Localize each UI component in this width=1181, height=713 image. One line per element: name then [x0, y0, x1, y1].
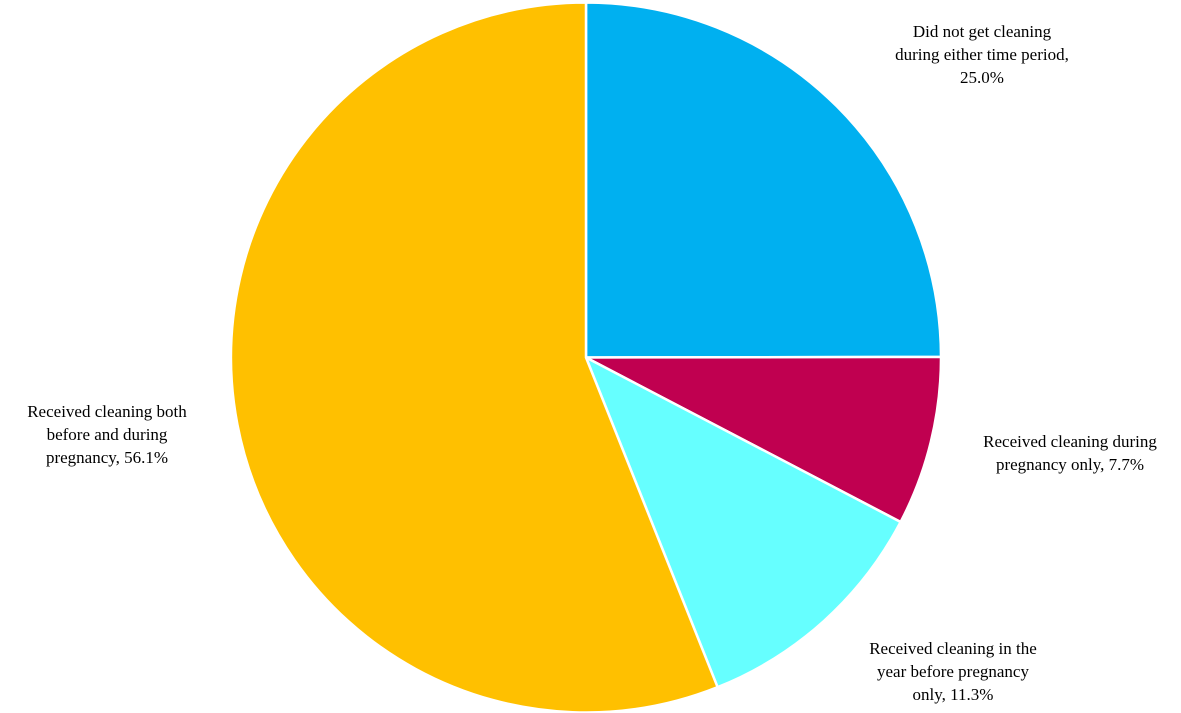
slice-label-during-only: Received cleaning during pregnancy only,… — [983, 432, 1157, 474]
slice-during-only — [584, 355, 943, 524]
slice-label-before-only: Received cleaning in the year before pre… — [869, 639, 1037, 704]
slice-label-both: Received cleaning both before and during… — [27, 402, 187, 467]
slice-label-no-cleaning: Did not get cleaning during either time … — [895, 22, 1069, 87]
slice-both — [229, 1, 719, 713]
slice-no-cleaning — [584, 1, 943, 359]
slice-before-only — [584, 356, 902, 689]
